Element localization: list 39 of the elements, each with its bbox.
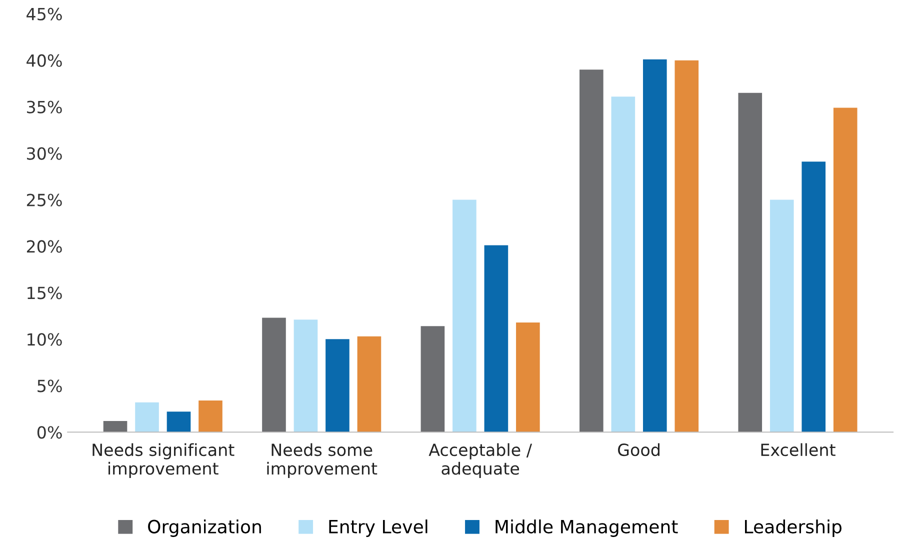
- bar: [326, 339, 350, 432]
- legend-label: Organization: [148, 519, 261, 537]
- bar: [135, 402, 159, 432]
- bar: [484, 245, 508, 432]
- bar: [294, 320, 318, 432]
- bar: [103, 420, 128, 432]
- y-tick-label: 5%: [38, 380, 62, 392]
- bar: [674, 60, 699, 432]
- bar: [738, 92, 762, 432]
- bar: [452, 200, 476, 432]
- bar: [198, 400, 222, 432]
- x-tick-label: Good: [618, 443, 660, 456]
- bar: [611, 96, 636, 432]
- bar: [516, 322, 540, 432]
- bar: [580, 70, 604, 432]
- y-tick-label: 30%: [27, 147, 62, 160]
- y-tick-label: 10%: [28, 333, 62, 346]
- y-tick-label: 40%: [26, 54, 62, 67]
- y-tick-label: 25%: [26, 194, 62, 206]
- bar: [643, 59, 667, 432]
- legend-label: Middle Management: [496, 519, 678, 537]
- x-tick-label: Excellent: [761, 443, 836, 456]
- legend-label: Entry Level: [329, 519, 428, 537]
- legend-label: Leadership: [745, 519, 842, 537]
- bar: [166, 412, 191, 432]
- bar: [802, 162, 826, 432]
- bar: [420, 326, 445, 432]
- y-tick-label: 0%: [37, 426, 62, 439]
- y-tick-label: 20%: [26, 240, 62, 253]
- bar: [770, 200, 794, 432]
- y-tick-label: 15%: [28, 286, 62, 300]
- x-tick-label: Acceptable / adequate: [428, 443, 532, 478]
- x-tick-label: Needs significant improvement: [92, 443, 234, 478]
- bar: [357, 336, 382, 432]
- bar: [833, 108, 858, 432]
- y-tick-label: 35%: [27, 100, 62, 114]
- x-tick-label: Needs some improvement: [267, 443, 378, 478]
- bar: [262, 318, 286, 432]
- y-tick-label: 45%: [26, 8, 62, 20]
